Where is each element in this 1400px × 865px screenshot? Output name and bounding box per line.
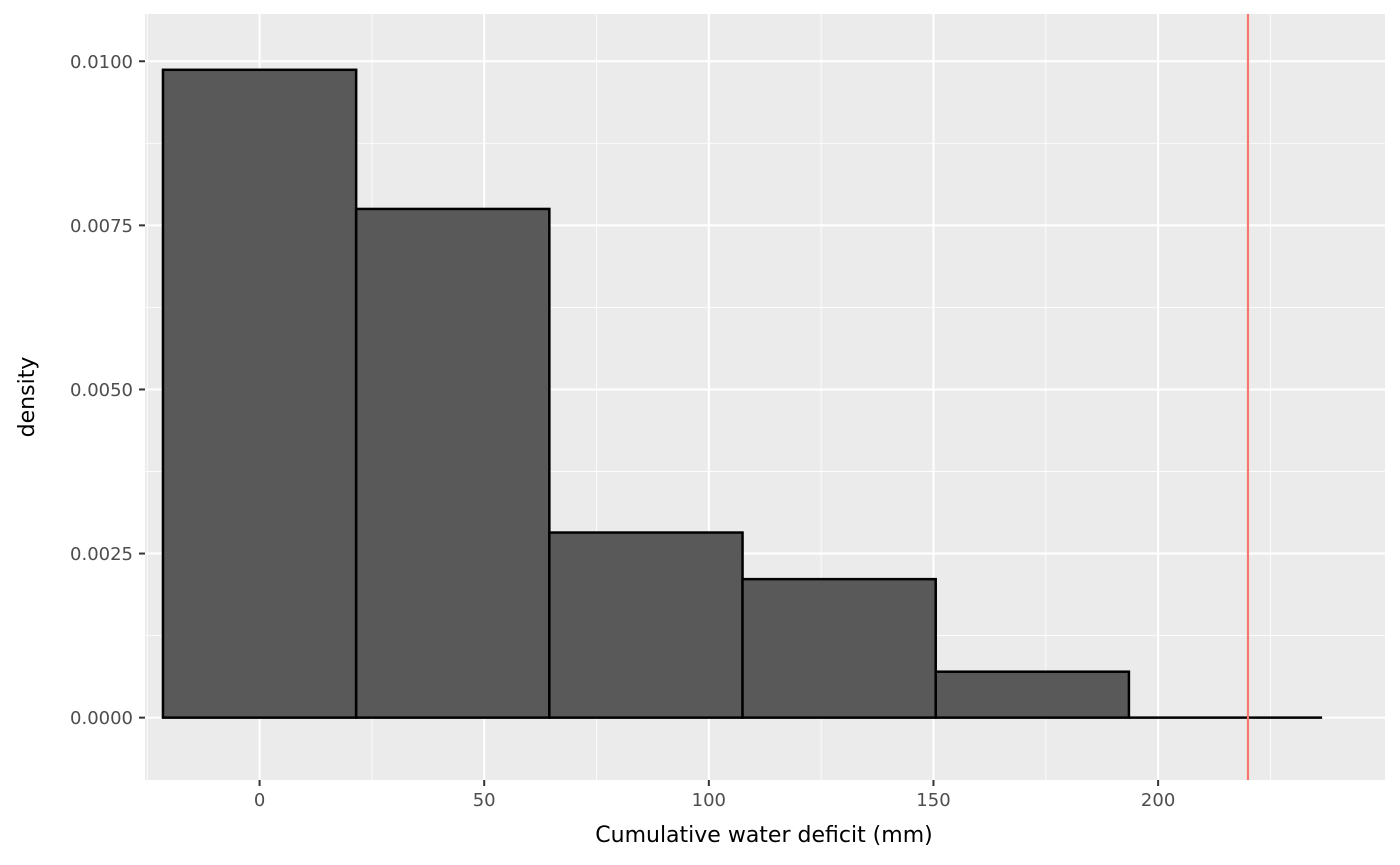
y-axis-title: density <box>15 357 40 438</box>
x-tick-label: 0 <box>254 790 265 811</box>
x-tick-label: 150 <box>916 790 950 811</box>
y-tick-label: 0.0000 <box>70 708 133 729</box>
y-tick-label: 0.0025 <box>70 544 133 565</box>
x-tick-label: 50 <box>473 790 496 811</box>
y-tick-label: 0.0100 <box>70 52 133 73</box>
histogram-bar <box>354 207 551 719</box>
histogram-bar <box>161 68 358 719</box>
y-tick-label: 0.0075 <box>70 216 133 237</box>
x-axis-title: Cumulative water deficit (mm) <box>595 823 932 848</box>
histogram-bar <box>741 577 937 719</box>
y-tick-label: 0.0050 <box>70 380 133 401</box>
histogram-bar <box>934 670 1131 719</box>
x-tick-label: 100 <box>692 790 726 811</box>
histogram-bar <box>548 531 744 719</box>
y-axis: 0.0000 0.0025 0.0050 0.0075 0.0100 <box>70 52 145 729</box>
x-axis: 0 50 100 150 200 <box>254 780 1175 811</box>
histogram-bars <box>161 68 1323 719</box>
x-tick-label: 200 <box>1141 790 1175 811</box>
